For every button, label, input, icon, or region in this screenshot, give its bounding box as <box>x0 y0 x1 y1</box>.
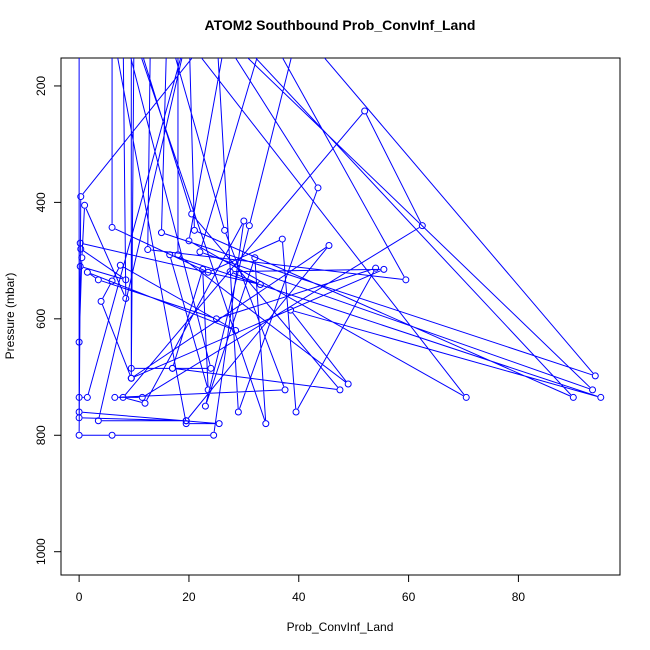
data-point <box>128 25 134 31</box>
data-point <box>186 25 192 31</box>
data-point <box>119 393 127 401</box>
data-point <box>188 210 196 218</box>
x-tick-label: 20 <box>182 590 196 604</box>
data-point <box>94 417 102 425</box>
data-point <box>77 245 85 253</box>
data-point <box>109 25 115 31</box>
data-point <box>226 268 234 276</box>
data-point <box>462 393 470 401</box>
x-tick-label: 0 <box>76 590 83 604</box>
data-point <box>108 223 116 231</box>
data-point <box>144 246 152 254</box>
data-point <box>402 276 410 284</box>
data-point <box>182 420 190 428</box>
x-tick-label: 80 <box>512 590 526 604</box>
x-tick-label: 40 <box>292 590 306 604</box>
x-axis-label: Prob_ConvInf_Land <box>287 620 394 634</box>
data-point <box>81 201 89 209</box>
chart-title: ATOM2 Southbound Prob_ConvInf_Land <box>205 17 476 33</box>
data-point <box>174 251 182 259</box>
data-point <box>168 364 176 372</box>
data-point <box>278 235 286 243</box>
data-point <box>75 393 83 401</box>
data-point <box>76 25 82 31</box>
plot-frame <box>60 57 621 576</box>
data-point <box>182 417 190 425</box>
data-point <box>196 248 204 256</box>
data-point <box>138 393 146 401</box>
data-point <box>314 184 322 192</box>
data-point <box>287 306 295 314</box>
data-point <box>141 399 149 407</box>
y-axis-label: Pressure (mbar) <box>3 273 17 360</box>
data-point <box>569 393 577 401</box>
data-point <box>251 254 259 262</box>
data-point <box>157 229 165 237</box>
data-point <box>201 402 209 410</box>
data-point <box>232 326 240 334</box>
data-point <box>589 386 597 394</box>
data-point <box>215 420 223 428</box>
y-tick-label: 400 <box>34 192 48 212</box>
data-point <box>262 420 270 428</box>
data-point <box>148 25 154 31</box>
data-point <box>292 408 300 416</box>
data-point <box>97 297 105 305</box>
data-point <box>108 431 116 439</box>
data-point <box>76 262 84 270</box>
data-point <box>256 280 264 288</box>
data-point <box>77 193 85 201</box>
data-point <box>75 414 83 422</box>
data-point <box>78 254 86 262</box>
data-point <box>210 431 218 439</box>
data-point <box>325 241 333 249</box>
data-point <box>204 268 212 276</box>
data-point <box>75 431 83 439</box>
data-point <box>221 226 229 234</box>
data-point <box>418 222 426 230</box>
data-line <box>78 58 598 436</box>
data-point <box>120 25 126 31</box>
y-tick-label: 600 <box>34 308 48 328</box>
data-point <box>234 408 242 416</box>
data-point <box>164 25 170 31</box>
data-point <box>372 264 380 272</box>
data-point <box>597 393 605 401</box>
data-point <box>186 25 192 31</box>
data-point <box>94 276 102 284</box>
data-point <box>207 364 215 372</box>
data-point <box>380 265 388 273</box>
data-point <box>185 237 193 245</box>
data-point <box>344 380 352 388</box>
y-tick-label: 200 <box>34 76 48 96</box>
data-point <box>336 386 344 394</box>
data-point <box>108 277 116 285</box>
plot-area <box>75 25 605 439</box>
data-point <box>83 268 91 276</box>
data-point <box>122 276 130 284</box>
data-point <box>245 222 253 230</box>
data-point <box>361 107 369 115</box>
data-point <box>591 372 599 380</box>
data-point <box>122 294 130 302</box>
data-point <box>83 393 91 401</box>
data-point <box>111 393 119 401</box>
data-point <box>127 364 135 372</box>
data-point <box>204 386 212 394</box>
data-point <box>175 25 181 31</box>
data-point <box>240 217 248 225</box>
data-point <box>116 261 124 269</box>
data-point <box>75 338 83 346</box>
data-point <box>127 374 135 382</box>
data-point <box>166 251 174 259</box>
data-point <box>212 315 220 323</box>
data-point <box>131 25 137 31</box>
data-point <box>199 265 207 273</box>
x-tick-label: 60 <box>402 590 416 604</box>
y-tick-label: 800 <box>34 425 48 445</box>
data-point <box>190 226 198 234</box>
y-tick-label: 1000 <box>34 538 48 565</box>
data-point <box>281 386 289 394</box>
